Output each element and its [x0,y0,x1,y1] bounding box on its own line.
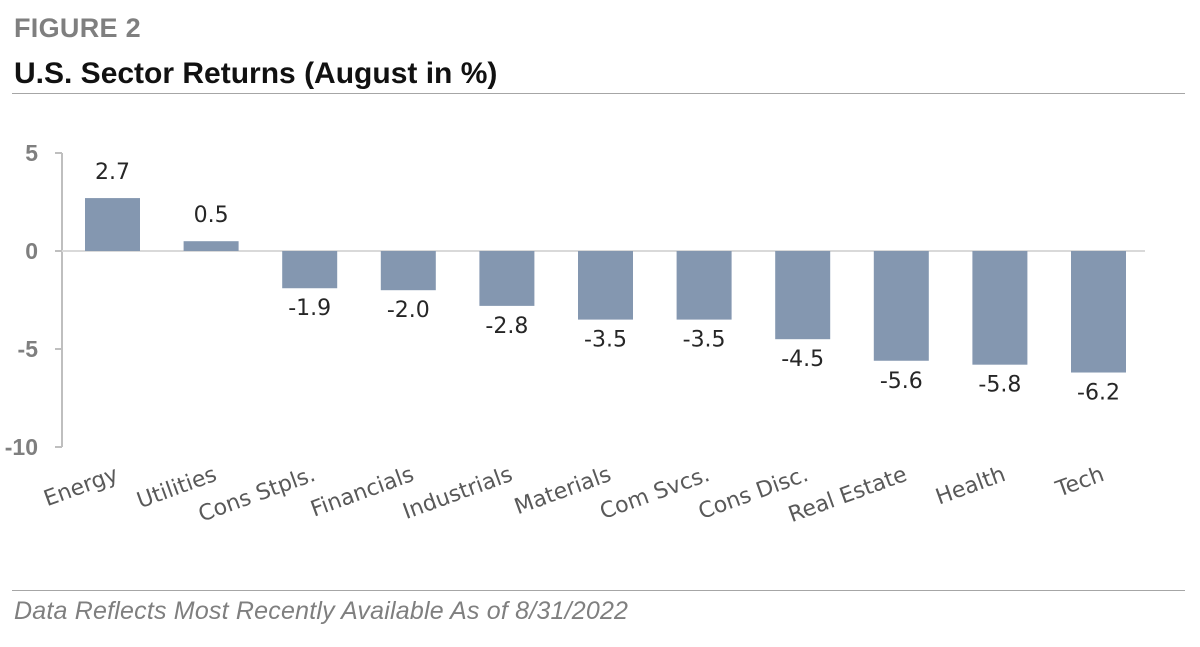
data-label: -5.8 [978,373,1021,398]
bar-tech [1071,251,1126,373]
y-tick-label: -5 [18,336,39,362]
x-tick-label: Materials [511,462,614,520]
data-label: -4.5 [781,347,824,372]
x-tick-label: Financials [307,462,417,522]
bar-real-estate [873,251,929,361]
data-label: 0.5 [194,203,229,228]
footer-divider [12,590,1185,591]
data-label: -5.6 [880,369,923,394]
data-label: -3.5 [683,328,726,353]
bar-industrials [479,251,535,306]
bar-cons-disc [775,251,831,340]
data-label: -6.2 [1077,381,1120,406]
bar-utilities [183,241,239,251]
y-tick-label: 5 [25,140,38,166]
footer-note: Data Reflects Most Recently Available As… [14,597,629,625]
data-label: 2.7 [95,160,130,185]
x-tick-label: Com Svcs. [597,462,713,525]
bar-health [972,251,1028,365]
x-tick-label: Energy [41,462,122,512]
data-label: -3.5 [584,328,627,353]
bar-cons-stpls [282,251,338,289]
data-label: -1.9 [288,296,331,321]
bar-com-svcs [676,251,732,320]
chart-title: U.S. Sector Returns (August in %) [14,57,498,90]
x-tick-label: Tech [1052,462,1108,503]
title-divider [12,93,1185,94]
figure-label: FIGURE 2 [14,13,141,43]
y-tick-label: -10 [5,434,38,460]
data-label: -2.0 [387,298,430,323]
x-tick-label: Health [933,462,1009,510]
bar-energy [85,198,140,251]
data-label: -2.8 [485,314,528,339]
bar-materials [578,251,633,320]
bar-financials [380,251,436,291]
x-tick-label: Industrials [400,462,516,525]
y-tick-label: 0 [25,238,38,264]
